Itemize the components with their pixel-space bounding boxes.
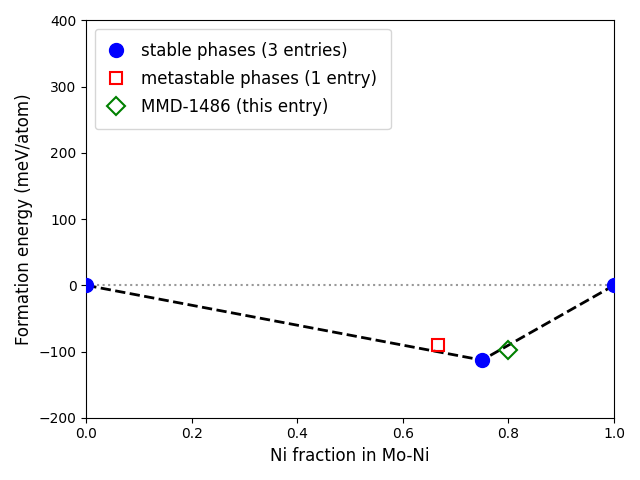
X-axis label: Ni fraction in Mo-Ni: Ni fraction in Mo-Ni	[270, 447, 430, 465]
Y-axis label: Formation energy (meV/atom): Formation energy (meV/atom)	[15, 93, 33, 345]
Legend: stable phases (3 entries), metastable phases (1 entry), MMD-1486 (this entry): stable phases (3 entries), metastable ph…	[95, 29, 390, 130]
